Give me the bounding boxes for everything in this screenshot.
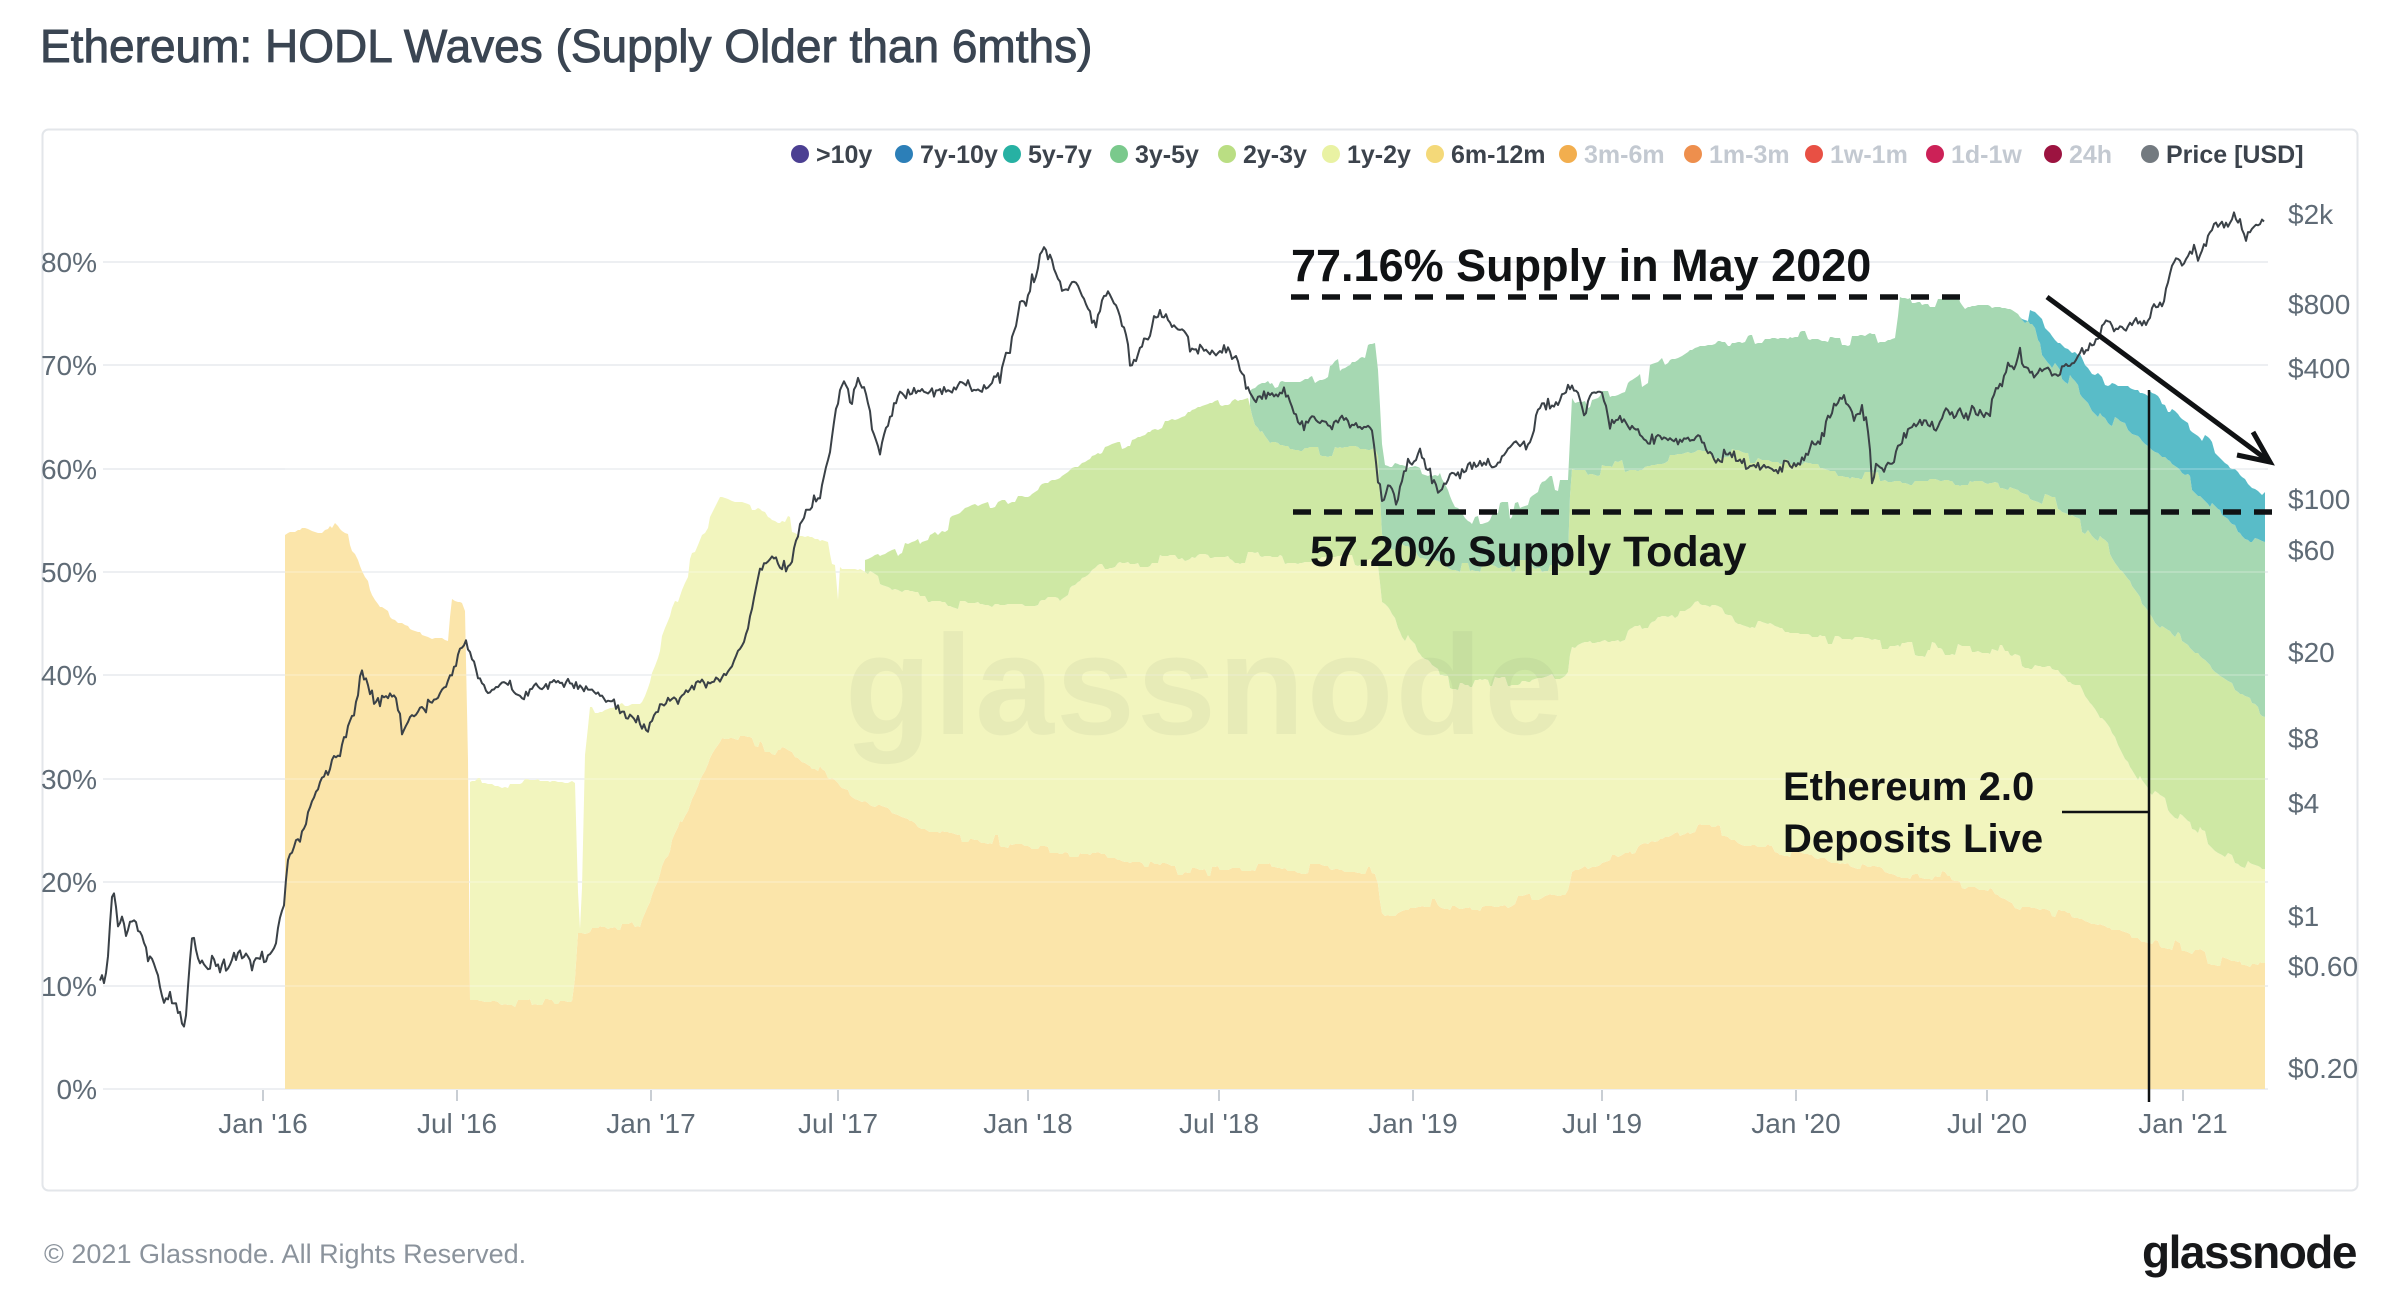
- svg-text:Jan '17: Jan '17: [606, 1108, 695, 1139]
- svg-text:$4: $4: [2288, 788, 2319, 819]
- svg-text:$800: $800: [2288, 289, 2350, 320]
- svg-text:1d-1w: 1d-1w: [1951, 141, 2022, 169]
- svg-text:20%: 20%: [41, 867, 97, 898]
- svg-text:Jan '16: Jan '16: [218, 1108, 307, 1139]
- svg-text:Jul '20: Jul '20: [1947, 1108, 2027, 1139]
- svg-text:50%: 50%: [41, 557, 97, 588]
- svg-text:$400: $400: [2288, 353, 2350, 384]
- svg-text:3y-5y: 3y-5y: [1135, 141, 1199, 169]
- svg-text:Deposits Live: Deposits Live: [1783, 817, 2043, 861]
- svg-text:1w-1m: 1w-1m: [1830, 141, 1908, 169]
- svg-text:3m-6m: 3m-6m: [1584, 141, 1665, 169]
- svg-text:$60: $60: [2288, 535, 2335, 566]
- svg-text:© 2021 Glassnode. All Rights R: © 2021 Glassnode. All Rights Reserved.: [44, 1239, 526, 1269]
- svg-text:>10y: >10y: [816, 141, 872, 169]
- svg-text:Jan '18: Jan '18: [983, 1108, 1072, 1139]
- svg-text:2y-3y: 2y-3y: [1243, 141, 1307, 169]
- svg-text:70%: 70%: [41, 350, 97, 381]
- svg-text:$0.20: $0.20: [2288, 1053, 2358, 1084]
- svg-text:40%: 40%: [41, 660, 97, 691]
- svg-text:Jul '17: Jul '17: [798, 1108, 878, 1139]
- svg-text:10%: 10%: [41, 971, 97, 1002]
- svg-text:1y-2y: 1y-2y: [1347, 141, 1411, 169]
- svg-text:Jul '16: Jul '16: [417, 1108, 497, 1139]
- svg-text:glassnode: glassnode: [2142, 1226, 2357, 1278]
- svg-text:$8: $8: [2288, 723, 2319, 754]
- svg-text:80%: 80%: [41, 247, 97, 278]
- svg-text:Jan '21: Jan '21: [2138, 1108, 2227, 1139]
- svg-text:$0.60: $0.60: [2288, 951, 2358, 982]
- svg-text:60%: 60%: [41, 454, 97, 485]
- svg-text:1m-3m: 1m-3m: [1709, 141, 1790, 169]
- svg-text:24h: 24h: [2069, 141, 2112, 169]
- svg-text:Jul '19: Jul '19: [1562, 1108, 1642, 1139]
- svg-text:57.20% Supply Today: 57.20% Supply Today: [1310, 528, 1747, 576]
- svg-text:$1: $1: [2288, 901, 2319, 932]
- svg-text:$20: $20: [2288, 637, 2335, 668]
- svg-text:0%: 0%: [57, 1074, 97, 1105]
- svg-text:glassnode: glassnode: [845, 606, 1565, 765]
- svg-text:30%: 30%: [41, 764, 97, 795]
- svg-text:$100: $100: [2288, 484, 2350, 515]
- svg-text:77.16% Supply in May 2020: 77.16% Supply in May 2020: [1291, 240, 1871, 291]
- svg-text:Price [USD]: Price [USD]: [2166, 141, 2304, 169]
- svg-text:Ethereum 2.0: Ethereum 2.0: [1783, 765, 2034, 809]
- svg-text:7y-10y: 7y-10y: [920, 141, 998, 169]
- svg-text:Jan '19: Jan '19: [1368, 1108, 1457, 1139]
- svg-text:Ethereum: HODL Waves (Supply O: Ethereum: HODL Waves (Supply Older than …: [40, 20, 1092, 72]
- svg-text:5y-7y: 5y-7y: [1028, 141, 1092, 169]
- svg-text:Jan '20: Jan '20: [1751, 1108, 1840, 1139]
- svg-text:$2k: $2k: [2288, 199, 2334, 230]
- svg-text:Jul '18: Jul '18: [1179, 1108, 1259, 1139]
- svg-text:6m-12m: 6m-12m: [1451, 141, 1546, 169]
